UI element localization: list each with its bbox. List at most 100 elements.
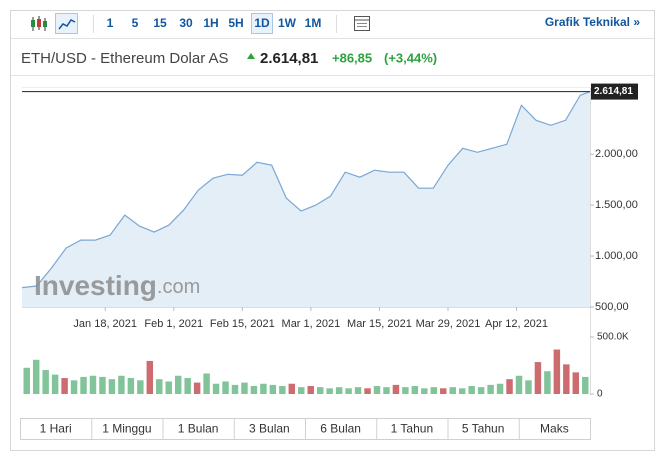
interval-button[interactable]: 1H [203,16,218,30]
volume-bar [288,383,296,394]
symbol: ETH/USD - Ethereum Dolar AS [21,50,229,67]
y-tick-label: 1.000,00 [595,250,638,262]
x-tick-label: Jan 18, 2021 [73,318,137,330]
volume-bar [392,384,400,394]
interval-button[interactable]: 5 [132,16,139,30]
volume-bar [421,388,428,394]
volume-bar [118,375,125,394]
volume-bar [42,370,49,394]
volume-bar [563,364,570,394]
current-price-label: 2.614,81 [594,86,633,97]
interval-button[interactable]: 1W [278,16,297,30]
volume-bar [51,374,59,394]
volume-bar [411,386,419,394]
watermark-domain: .com [157,276,200,298]
watermark: Investing.com [34,270,200,301]
volume-bar [23,367,30,394]
volume-bar [80,376,87,394]
volume-bar [89,375,97,394]
watermark-brand: Investing [34,270,157,301]
volume-bar [250,386,258,394]
volume-bar [174,375,182,394]
volume-bar [525,380,532,394]
interval-button[interactable]: 1M [305,16,322,30]
volume-bar [373,386,381,394]
volume-bar [231,384,239,394]
volume-bar [402,387,409,394]
volume-bar [316,387,324,394]
interval-button[interactable]: 5H [228,16,243,30]
volume-bar [269,384,277,394]
volume-tick-label: 0 [597,389,603,400]
change-percent: (+3,44%) [384,50,437,65]
volume-tick-label: 500.0K [597,332,629,343]
x-tick-label: Mar 1, 2021 [282,318,341,330]
volume-bar [335,387,343,394]
up-arrow [247,53,255,59]
interval-button[interactable]: 30 [179,16,193,30]
interval-button[interactable]: 1 [107,16,114,30]
plot: 500,00 1.000,00 1.500,00 2.000,00 Jan 18, 20… [21,83,638,400]
y-tick-label: 500,00 [595,301,629,313]
volume-bar [449,387,456,394]
x-tick-label: Feb 1, 2021 [144,318,203,330]
y-tick-label: 1.500,00 [595,199,638,211]
volume-bar [146,360,154,394]
volume-bar [487,384,494,394]
volume-bar [70,380,78,394]
volume-bar [184,378,191,394]
volume-bar [582,376,589,394]
period-button[interactable]: 3 Bulan [249,422,290,436]
volume-bar [345,388,352,394]
volume-bar [515,375,523,394]
settings-icon[interactable] [354,16,370,31]
volume-bar [279,386,286,394]
period-bar: 1 Hari 1 Minggu 1 Bulan 3 Bulan 6 Bulan 1 Tah… [20,418,591,440]
volume-bar [127,378,135,394]
volume-bar [440,388,447,394]
x-tick-label: Apr 12, 2021 [485,318,548,330]
period-button[interactable]: 1 Bulan [178,422,219,436]
technical-link[interactable]: Grafik Teknikal » [545,15,640,29]
volume-bar [61,378,68,394]
volume-bar [468,386,475,394]
volume-bar [477,387,485,394]
x-tick-label: Feb 15, 2021 [210,318,275,330]
volume-bar [430,387,438,394]
active-interval [251,13,273,34]
volume-bar [212,383,220,394]
volume-bar [383,387,390,394]
volume-bar [241,382,248,394]
y-tick-label: 2.000,00 [595,148,638,160]
volume-bar [193,382,201,394]
volume-bar [32,359,40,394]
volume-bar [326,388,333,394]
line-icon[interactable] [55,13,78,34]
volume-bar [307,386,314,394]
interval-button[interactable]: 1D [254,16,270,30]
volume-bar [534,362,542,394]
period-button[interactable]: 1 Minggu [102,422,151,436]
interval-button[interactable]: 15 [153,16,167,30]
volume-bar [203,373,210,394]
current-price-box [591,83,638,100]
volume-bar [222,381,229,394]
x-tick-label: Mar 15, 2021 [347,318,412,330]
period-button[interactable]: 1 Tahun [391,422,434,436]
change: +86,85 [332,50,372,65]
volume-bar [572,372,580,394]
period-button[interactable]: 1 Hari [40,422,72,436]
volume-bar [156,379,163,394]
candle-icon[interactable] [31,16,47,31]
volume-bar [496,383,504,394]
volume-bar [506,379,513,394]
volume-bar [298,387,305,394]
volume-bar [544,371,551,394]
period-button[interactable]: 6 Bulan [320,422,361,436]
price-area [22,91,590,307]
last-price: 2.614,81 [260,50,318,67]
period-button[interactable]: 5 Tahun [462,422,505,436]
period-button[interactable]: Maks [540,422,569,436]
volume-bar [165,381,172,394]
volume-bar [108,379,116,394]
